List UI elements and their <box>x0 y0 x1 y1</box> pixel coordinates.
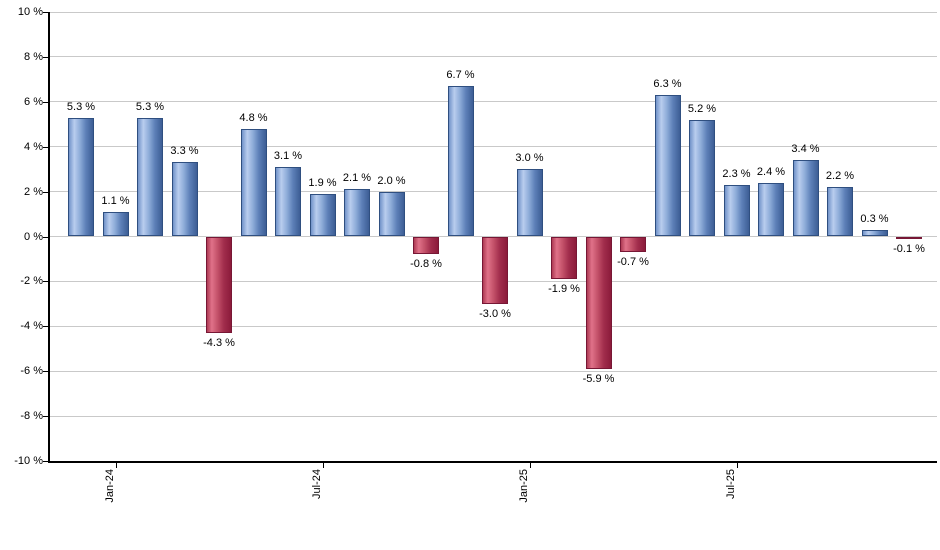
bar-value-label: 2.3 % <box>722 167 751 180</box>
negative-return-bar <box>206 236 232 334</box>
positive-return-bar <box>378 191 405 237</box>
y-axis-tick-mark <box>43 416 48 418</box>
y-axis-tick-label: -2 % <box>20 275 43 288</box>
positive-return-bar <box>102 211 129 237</box>
y-axis-tick-label: 10 % <box>17 6 43 18</box>
y-axis-tick-mark <box>43 56 48 58</box>
y-axis-tick-label: -4 % <box>20 320 43 333</box>
x-axis-tick-label: Jul-24 <box>310 469 323 499</box>
bar-value-label: 2.0 % <box>377 174 406 187</box>
positive-return-bar <box>447 86 474 237</box>
x-axis-tick-label: Jan-25 <box>517 469 530 503</box>
gridline <box>50 325 937 327</box>
x-axis-tick-label: Jul-25 <box>724 469 737 499</box>
y-axis-tick-label: -10 % <box>14 455 43 467</box>
bar-value-label: 5.2 % <box>687 102 717 115</box>
bar-value-label: 6.3 % <box>653 78 682 91</box>
x-axis-tick-mark <box>115 463 117 468</box>
bar-value-label: 2.4 % <box>756 165 786 178</box>
positive-return-bar <box>137 117 163 237</box>
bar-value-label: -0.8 % <box>410 258 442 271</box>
positive-return-bar <box>516 169 543 237</box>
plot-area: 5.3 % 1.1 % 5.3 % 3.3 % -4.3 % 4.8 % 3.1 % 1.9 … <box>48 12 937 463</box>
positive-return-bar <box>68 117 94 237</box>
bar-value-label: -3.0 % <box>479 307 511 320</box>
bar-value-label: 1.9 % <box>308 176 337 189</box>
bar-value-label: 3.3 % <box>170 145 199 158</box>
bar-value-label: 3.4 % <box>791 143 820 156</box>
bar-value-label: 1.1 % <box>101 194 130 207</box>
gridline <box>50 12 937 13</box>
y-axis-tick-mark <box>43 236 48 238</box>
y-axis-tick-label: -8 % <box>20 410 43 423</box>
gridline <box>50 191 937 193</box>
x-axis-tick-label: Jan-24 <box>103 469 116 503</box>
y-axis-tick-mark <box>43 326 48 328</box>
y-axis-tick-mark <box>43 101 48 103</box>
bar-value-label: -5.9 % <box>582 372 615 385</box>
y-axis-tick-mark <box>43 146 48 148</box>
y-axis-tick-label: 4 % <box>24 140 43 153</box>
y-axis-tick-label: 8 % <box>24 50 43 63</box>
positive-return-bar <box>861 229 888 237</box>
y-axis-tick-label: 2 % <box>24 185 43 198</box>
x-axis-tick-mark <box>736 463 738 468</box>
bar-value-label: 3.1 % <box>273 149 303 162</box>
x-axis-tick-mark <box>529 463 531 468</box>
positive-return-bar <box>689 119 715 237</box>
bar-value-label: 3.0 % <box>515 152 544 165</box>
bar-value-label: 2.1 % <box>342 172 372 185</box>
negative-return-bar <box>585 236 612 369</box>
bar-value-label: -0.7 % <box>617 256 649 269</box>
bar-value-label: 5.3 % <box>135 100 165 113</box>
positive-return-bar <box>827 187 853 237</box>
y-axis-tick-mark <box>43 12 48 13</box>
y-axis-tick-label: 0 % <box>24 230 43 243</box>
positive-return-bar <box>792 160 819 237</box>
y-axis-tick-mark <box>43 281 48 283</box>
negative-return-bar <box>413 236 439 255</box>
bar-value-label: -4.3 % <box>203 337 235 350</box>
negative-return-bar <box>551 236 577 280</box>
positive-return-bar <box>240 128 267 237</box>
y-axis-tick-label: -6 % <box>20 365 43 378</box>
positive-return-bar <box>344 189 370 237</box>
y-axis-tick-mark <box>43 461 48 462</box>
bar-value-label: 6.7 % <box>446 69 475 82</box>
positive-return-bar <box>654 95 681 237</box>
bar-value-label: 5.3 % <box>66 100 96 113</box>
y-axis-tick-label: 6 % <box>24 95 43 108</box>
gridline <box>50 370 937 372</box>
positive-return-bar <box>309 193 336 237</box>
gridline <box>50 415 937 417</box>
bar-value-label: 4.8 % <box>239 111 268 124</box>
positive-return-bar <box>758 182 784 237</box>
negative-return-bar <box>482 236 508 304</box>
positive-return-bar <box>723 184 750 237</box>
y-axis-tick-mark <box>43 371 48 373</box>
negative-return-bar <box>620 236 646 253</box>
gridline <box>50 101 937 103</box>
gridline <box>50 56 937 58</box>
x-axis-tick-mark <box>322 463 324 468</box>
bar-value-label: 2.2 % <box>825 170 855 183</box>
negative-return-bar <box>896 236 922 239</box>
positive-return-bar <box>171 162 198 237</box>
y-axis-tick-mark <box>43 191 48 193</box>
bar-value-label: 0.3 % <box>860 212 889 225</box>
gridline <box>50 146 937 148</box>
bar-value-label: -0.1 % <box>893 242 925 255</box>
bar-value-label: -1.9 % <box>548 283 580 296</box>
positive-return-bar <box>275 166 301 237</box>
